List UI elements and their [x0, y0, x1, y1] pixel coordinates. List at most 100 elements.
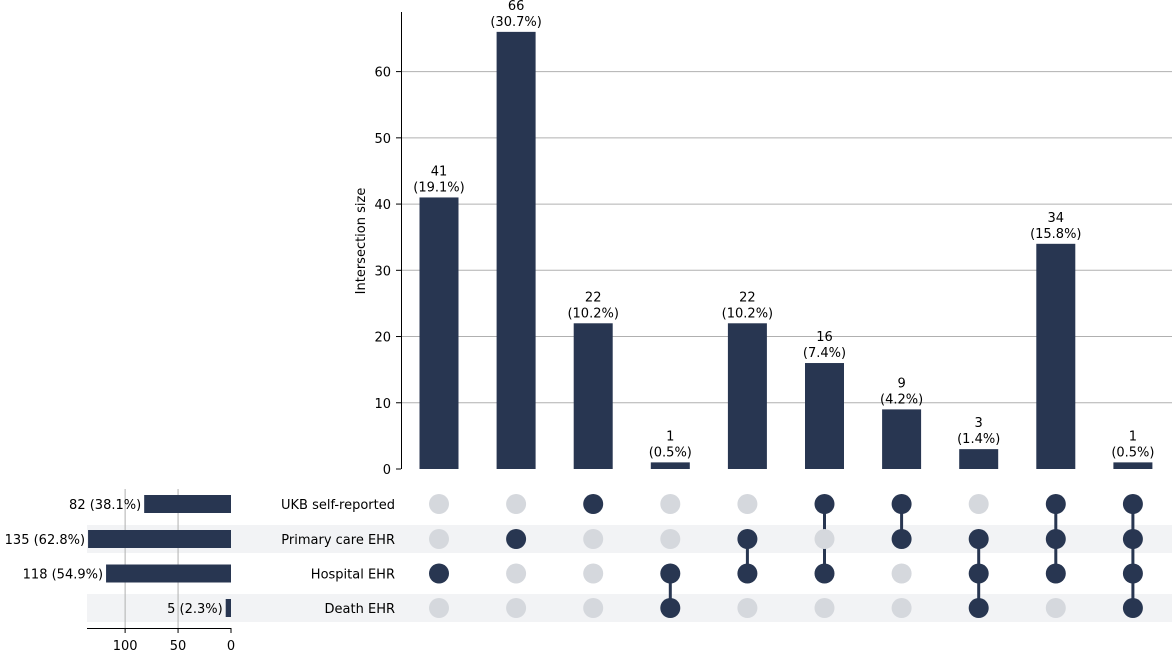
y-tick-label: 50	[374, 132, 391, 147]
matrix-dot-active	[737, 563, 758, 584]
matrix-dot-inactive	[429, 494, 449, 514]
matrix-dot-active	[1122, 563, 1143, 584]
set-size-tick-label: 0	[227, 639, 235, 652]
matrix-dot-active	[660, 598, 681, 618]
matrix-row-shade	[87, 525, 1172, 553]
bar-percent-label: (15.8%)	[1030, 227, 1081, 242]
set-size-label: 82 (38.1%)	[69, 498, 141, 513]
matrix-dot-active	[1045, 529, 1066, 549]
matrix-dot-active	[1045, 563, 1066, 584]
intersection-bar	[805, 363, 844, 469]
set-size-bar	[88, 530, 231, 548]
set-labels: UKB self-reported Primary care EHR Hospita…	[281, 498, 395, 617]
matrix-dot-active	[429, 563, 449, 584]
bar-count-label: 1	[666, 429, 674, 444]
set-label: UKB self-reported	[281, 498, 395, 513]
bar-percent-label: (30.7%)	[490, 15, 541, 30]
membership-matrix	[429, 494, 1143, 618]
matrix-dot-inactive	[506, 494, 527, 514]
set-size-bar	[106, 564, 231, 583]
matrix-dot-inactive	[968, 494, 989, 514]
bar-percent-label: (0.5%)	[1111, 445, 1154, 460]
matrix-dot-active	[814, 563, 835, 584]
matrix-row-shading	[87, 525, 1172, 622]
matrix-dot-inactive	[737, 598, 758, 618]
set-label: Death EHR	[325, 602, 395, 617]
set-size-label: 5 (2.3%)	[167, 602, 223, 617]
y-tick-label: 10	[374, 397, 391, 412]
matrix-dot-inactive	[506, 563, 527, 584]
matrix-dot-inactive	[506, 598, 527, 618]
matrix-dot-inactive	[891, 598, 912, 618]
set-size-bar	[144, 495, 231, 513]
bar-percent-label: (10.2%)	[722, 306, 773, 321]
intersection-bars	[419, 31, 1153, 469]
matrix-dot-active	[1122, 598, 1143, 618]
intersection-bar	[496, 31, 536, 469]
intersection-bar	[1113, 462, 1153, 469]
bar-percent-label: (7.4%)	[803, 346, 846, 361]
matrix-dot-active	[1122, 494, 1143, 514]
matrix-dot-active	[1122, 529, 1143, 549]
set-size-axis: 100 50 0	[87, 628, 235, 652]
set-size-label: 118 (54.9%)	[23, 568, 103, 583]
bar-percent-label: (1.4%)	[957, 432, 1000, 447]
matrix-dot-inactive	[660, 529, 681, 549]
bar-count-label: 3	[975, 416, 983, 431]
set-size-tick-label: 100	[113, 639, 138, 652]
intersection-bar-labels: 41(19.1%)66(30.7%)22(10.2%)1(0.5%)22(10.…	[413, 0, 1154, 460]
y-tick-label: 60	[374, 66, 391, 81]
matrix-dot-inactive	[660, 494, 681, 514]
set-size-label: 135 (62.8%)	[5, 533, 85, 548]
y-tick-label: 0	[383, 463, 391, 478]
intersection-bar	[573, 323, 613, 469]
bar-percent-label: (4.2%)	[880, 392, 923, 407]
matrix-dot-active	[814, 494, 835, 514]
intersection-bar	[882, 409, 922, 469]
matrix-dot-inactive	[583, 529, 604, 549]
y-tick-label: 20	[374, 331, 391, 346]
matrix-dot-inactive	[583, 598, 604, 618]
set-label: Hospital EHR	[311, 568, 395, 583]
matrix-dot-active	[968, 598, 989, 618]
bar-percent-label: (19.1%)	[413, 180, 464, 195]
matrix-dot-active	[583, 494, 604, 514]
matrix-dot-inactive	[429, 598, 449, 618]
bar-percent-label: (10.2%)	[567, 306, 618, 321]
bar-count-label: 9	[897, 376, 905, 391]
matrix-dot-active	[506, 529, 527, 549]
bar-percent-label: (0.5%)	[649, 445, 692, 460]
bar-count-label: 16	[816, 330, 833, 345]
matrix-dot-active	[737, 529, 758, 549]
set-size-bars: 82 (38.1%) 135 (62.8%) 118 (54.9%) 5 (2.3%)	[5, 495, 231, 617]
intersection-bar	[650, 462, 690, 469]
matrix-dot-active	[891, 494, 912, 514]
matrix-dot-inactive	[1045, 598, 1066, 618]
matrix-dot-inactive	[814, 529, 835, 549]
matrix-dot-inactive	[737, 494, 758, 514]
intersection-bar	[959, 449, 999, 469]
matrix-dot-active	[660, 563, 681, 584]
matrix-dot-inactive	[891, 563, 912, 584]
matrix-dot-inactive	[429, 529, 449, 549]
matrix-dot-active	[968, 563, 989, 584]
matrix-row-shade	[87, 594, 1172, 622]
matrix-dot-active	[968, 529, 989, 549]
set-label: Primary care EHR	[281, 533, 395, 548]
bar-count-label: 1	[1129, 429, 1137, 444]
bar-count-label: 22	[739, 290, 756, 305]
matrix-dot-active	[891, 529, 912, 549]
set-size-tick-label: 50	[170, 639, 187, 652]
y-axis-label: Intersection size	[354, 188, 369, 295]
bar-count-label: 34	[1048, 211, 1065, 226]
intersection-bar	[727, 323, 767, 469]
y-axis: 0 10 20 30 40 50 60	[374, 12, 402, 478]
y-tick-label: 30	[374, 264, 391, 279]
matrix-dot-active	[1045, 494, 1066, 514]
set-size-bar	[225, 599, 231, 617]
bar-count-label: 41	[431, 164, 448, 179]
bar-count-label: 22	[585, 290, 602, 305]
bar-count-label: 66	[508, 0, 525, 14]
intersection-bar	[1036, 243, 1076, 469]
